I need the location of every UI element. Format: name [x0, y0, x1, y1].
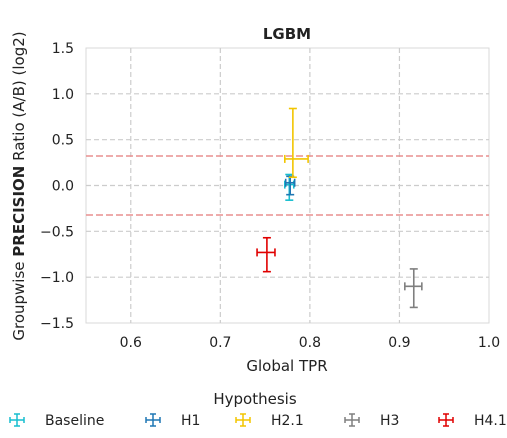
y-tick-label: −1.5 [40, 316, 74, 332]
y-tick-labels: 1.5 1.0 0.5 0.0 −0.5 −1.0 −1.5 [40, 41, 74, 332]
reference-lines [86, 155, 489, 216]
legend-label: H1 [181, 413, 200, 429]
grid-lines [86, 48, 489, 323]
x-tick-label: 0.7 [209, 335, 231, 351]
legend-label: Baseline [45, 413, 104, 429]
legend-item-h1: H1 [145, 413, 200, 429]
legend-item-baseline: Baseline [9, 413, 104, 429]
legend-title: Hypothesis [213, 390, 296, 408]
error-point-h3 [404, 268, 423, 309]
legend-item-h4-1: H4.1 [438, 413, 507, 429]
x-tick-label: 1.0 [478, 335, 500, 351]
y-tick-label: 1.5 [52, 41, 74, 57]
y-tick-label: 0.5 [52, 133, 74, 149]
x-axis-label: Global TPR [246, 357, 327, 375]
x-tick-label: 0.6 [120, 335, 142, 351]
legend-item-h2-1: H2.1 [235, 413, 304, 429]
y-tick-label: 0.0 [52, 179, 74, 195]
x-tick-labels: 0.6 0.7 0.8 0.9 1.0 [120, 335, 500, 351]
legend-label: H4.1 [474, 413, 507, 429]
legend-label: H2.1 [271, 413, 304, 429]
x-tick-label: 0.9 [388, 335, 410, 351]
legend: Baseline H1 H2.1 H3 H4.1 [9, 413, 507, 429]
error-bar-points [256, 107, 423, 309]
x-tick-label: 0.8 [299, 335, 321, 351]
error-point-baseline [284, 173, 295, 201]
error-point-h2-1 [284, 107, 309, 179]
legend-item-h3: H3 [344, 413, 399, 429]
y-axis-label-bold: PRECISION [10, 166, 28, 257]
error-point-h1 [284, 175, 296, 196]
chart-title: LGBM [263, 25, 311, 43]
y-tick-label: −0.5 [40, 224, 74, 240]
y-tick-label: −1.0 [40, 270, 74, 286]
error-point-h4-1 [256, 236, 276, 273]
y-axis-label: Groupwise PRECISION Ratio (A/B) (log2) [10, 31, 28, 340]
legend-label: H3 [380, 413, 399, 429]
y-axis-label-prefix: Groupwise [10, 257, 28, 341]
y-axis-label-suffix: Ratio (A/B) (log2) [10, 31, 28, 165]
y-tick-label: 1.0 [52, 87, 74, 103]
